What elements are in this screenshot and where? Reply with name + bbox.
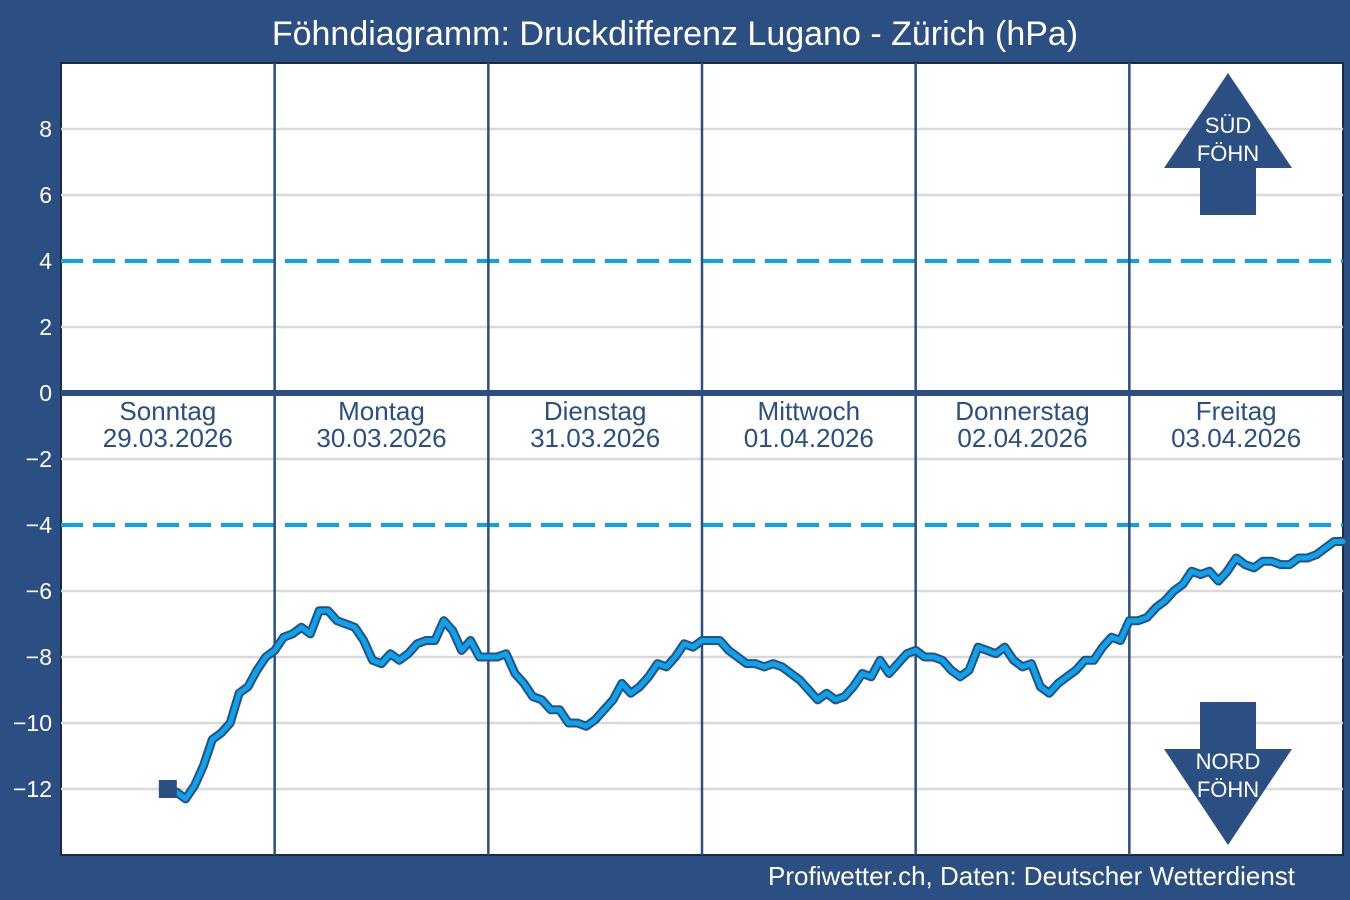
y-tick-label: −2 [26, 446, 52, 472]
nord-foehn-arrow-down-icon [1164, 702, 1292, 845]
day-label-date: 30.03.2026 [316, 423, 446, 453]
y-axis-ticks: 8 6 4 2 0 −2 −4 −6 −8 −10 −12 [13, 116, 52, 802]
series-layer [158, 537, 1348, 804]
credit-text: Profiwetter.ch, Daten: Deutscher Wetterd… [768, 861, 1296, 891]
y-tick-label: 8 [39, 116, 52, 142]
series-start-marker [158, 780, 177, 798]
series-line [165, 539, 1346, 802]
y-tick-label: −6 [26, 578, 52, 604]
sued-foehn-arrow-up-icon [1164, 73, 1292, 215]
y-tick-label: −10 [13, 710, 52, 736]
day-label-date: 29.03.2026 [103, 423, 233, 453]
day-label-name: Mittwoch [758, 396, 861, 426]
nord-foehn-label-line1: NORD [1196, 749, 1261, 774]
foehn-arrows: SÜD FÖHN NORD FÖHN [1164, 73, 1292, 845]
day-label-name: Freitag [1196, 396, 1277, 426]
y-tick-label: 2 [39, 314, 52, 340]
sued-foehn-label-line2: FÖHN [1197, 141, 1259, 166]
day-label-date: 31.03.2026 [530, 423, 660, 453]
day-label-date: 02.04.2026 [957, 423, 1087, 453]
day-label-date: 03.04.2026 [1171, 423, 1301, 453]
sued-foehn-label-line1: SÜD [1205, 113, 1251, 138]
y-tick-label: −12 [13, 776, 52, 802]
y-tick-label: 0 [39, 380, 52, 406]
day-label-name: Donnerstag [955, 396, 1089, 426]
day-label-name: Dienstag [544, 396, 647, 426]
nord-foehn-label-line2: FÖHN [1197, 777, 1259, 802]
y-tick-label: −8 [26, 644, 52, 670]
day-label-date: 01.04.2026 [744, 423, 874, 453]
y-tick-label: 6 [39, 182, 52, 208]
day-label-name: Sonntag [119, 396, 216, 426]
day-label-name: Montag [338, 396, 425, 426]
y-tick-label: 4 [39, 248, 52, 274]
chart-title: Föhndiagramm: Druckdifferenz Lugano - Zü… [272, 15, 1078, 53]
y-tick-label: −4 [26, 512, 52, 538]
day-separators [273, 63, 1131, 855]
